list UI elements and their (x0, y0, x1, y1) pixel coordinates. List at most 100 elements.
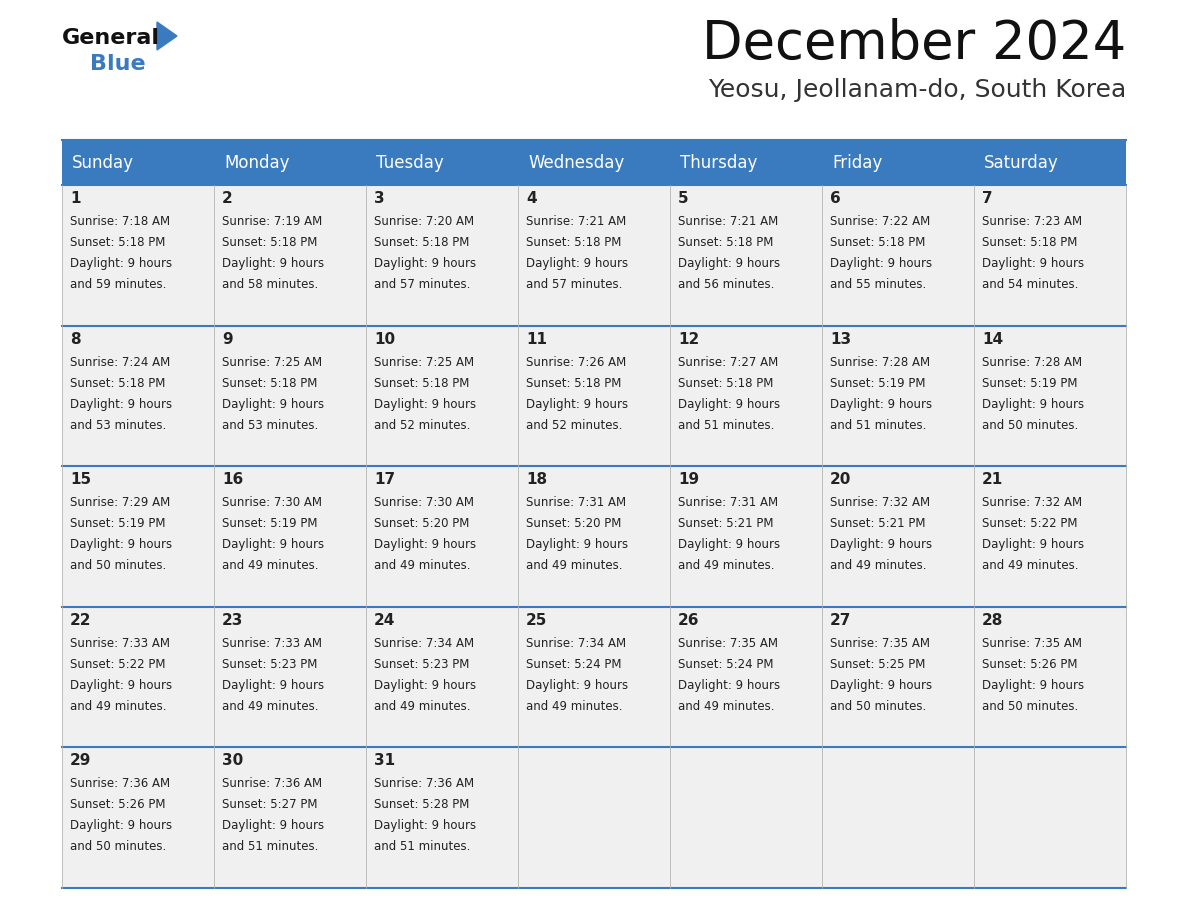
Text: and 50 minutes.: and 50 minutes. (982, 700, 1079, 712)
Text: Sunset: 5:18 PM: Sunset: 5:18 PM (830, 236, 925, 249)
Text: Sunrise: 7:35 AM: Sunrise: 7:35 AM (678, 637, 778, 650)
Bar (366, 185, 518, 326)
Bar (670, 607, 822, 747)
Bar (670, 140, 822, 185)
Text: Sunset: 5:18 PM: Sunset: 5:18 PM (526, 236, 621, 249)
Text: 29: 29 (70, 754, 91, 768)
Bar (366, 326, 518, 466)
Text: and 49 minutes.: and 49 minutes. (222, 559, 318, 572)
Text: 3: 3 (374, 191, 385, 206)
Bar (670, 747, 822, 888)
Text: Daylight: 9 hours: Daylight: 9 hours (982, 538, 1085, 551)
Text: and 50 minutes.: and 50 minutes. (70, 559, 166, 572)
Text: and 51 minutes.: and 51 minutes. (374, 840, 470, 854)
Bar (822, 326, 974, 466)
Text: Sunset: 5:21 PM: Sunset: 5:21 PM (830, 517, 925, 531)
Text: Daylight: 9 hours: Daylight: 9 hours (374, 257, 476, 270)
Text: Daylight: 9 hours: Daylight: 9 hours (830, 538, 933, 551)
Bar (974, 607, 1126, 747)
Text: and 49 minutes.: and 49 minutes. (222, 700, 318, 712)
Text: and 51 minutes.: and 51 minutes. (678, 419, 775, 431)
Text: 7: 7 (982, 191, 993, 206)
Text: 18: 18 (526, 472, 548, 487)
Text: Sunset: 5:19 PM: Sunset: 5:19 PM (70, 517, 165, 531)
Text: Daylight: 9 hours: Daylight: 9 hours (830, 678, 933, 692)
Text: Sunday: Sunday (72, 153, 134, 172)
Text: 19: 19 (678, 472, 699, 487)
Text: Tuesday: Tuesday (375, 153, 444, 172)
Text: Sunset: 5:22 PM: Sunset: 5:22 PM (982, 517, 1078, 531)
Text: and 50 minutes.: and 50 minutes. (70, 840, 166, 854)
Text: 5: 5 (678, 191, 689, 206)
Text: 14: 14 (982, 331, 1003, 347)
Text: Sunset: 5:18 PM: Sunset: 5:18 PM (70, 236, 165, 249)
Text: Daylight: 9 hours: Daylight: 9 hours (678, 397, 781, 410)
Bar (670, 326, 822, 466)
Text: Sunrise: 7:29 AM: Sunrise: 7:29 AM (70, 497, 170, 509)
Text: and 53 minutes.: and 53 minutes. (70, 419, 166, 431)
Bar (214, 185, 366, 326)
Text: and 52 minutes.: and 52 minutes. (526, 419, 623, 431)
Text: and 59 minutes.: and 59 minutes. (70, 278, 166, 291)
Bar (974, 140, 1126, 185)
Bar (62, 185, 214, 326)
Text: Sunrise: 7:26 AM: Sunrise: 7:26 AM (526, 355, 626, 369)
Text: Yeosu, Jeollanam-do, South Korea: Yeosu, Jeollanam-do, South Korea (708, 78, 1126, 102)
Bar (670, 185, 822, 326)
Text: and 58 minutes.: and 58 minutes. (222, 278, 318, 291)
Text: Friday: Friday (832, 153, 883, 172)
Text: Sunrise: 7:23 AM: Sunrise: 7:23 AM (982, 215, 1082, 228)
Bar (62, 607, 214, 747)
Text: Sunrise: 7:31 AM: Sunrise: 7:31 AM (678, 497, 778, 509)
Bar (518, 607, 670, 747)
Text: Sunrise: 7:32 AM: Sunrise: 7:32 AM (982, 497, 1082, 509)
Text: Sunset: 5:18 PM: Sunset: 5:18 PM (678, 376, 773, 389)
Bar (518, 466, 670, 607)
Text: Daylight: 9 hours: Daylight: 9 hours (374, 678, 476, 692)
Bar (822, 466, 974, 607)
Text: December 2024: December 2024 (702, 18, 1126, 70)
Bar (214, 747, 366, 888)
Bar (214, 607, 366, 747)
Bar (214, 140, 366, 185)
Text: and 50 minutes.: and 50 minutes. (982, 419, 1079, 431)
Bar (518, 185, 670, 326)
Text: and 57 minutes.: and 57 minutes. (374, 278, 470, 291)
Bar (214, 326, 366, 466)
Text: Sunrise: 7:22 AM: Sunrise: 7:22 AM (830, 215, 930, 228)
Bar (670, 466, 822, 607)
Text: and 50 minutes.: and 50 minutes. (830, 700, 927, 712)
Text: Daylight: 9 hours: Daylight: 9 hours (374, 538, 476, 551)
Text: 15: 15 (70, 472, 91, 487)
Text: Blue: Blue (90, 54, 146, 74)
Bar (366, 607, 518, 747)
Text: Daylight: 9 hours: Daylight: 9 hours (526, 397, 628, 410)
Text: Sunset: 5:23 PM: Sunset: 5:23 PM (222, 658, 317, 671)
Text: 6: 6 (830, 191, 841, 206)
Text: Daylight: 9 hours: Daylight: 9 hours (374, 397, 476, 410)
Text: Sunrise: 7:24 AM: Sunrise: 7:24 AM (70, 355, 170, 369)
Text: 2: 2 (222, 191, 233, 206)
Text: Sunset: 5:24 PM: Sunset: 5:24 PM (678, 658, 773, 671)
Text: and 56 minutes.: and 56 minutes. (678, 278, 775, 291)
Text: and 49 minutes.: and 49 minutes. (830, 559, 927, 572)
Text: Sunrise: 7:36 AM: Sunrise: 7:36 AM (70, 778, 170, 790)
Text: Sunrise: 7:21 AM: Sunrise: 7:21 AM (526, 215, 626, 228)
Text: Daylight: 9 hours: Daylight: 9 hours (374, 820, 476, 833)
Text: and 49 minutes.: and 49 minutes. (374, 559, 470, 572)
Text: Sunrise: 7:34 AM: Sunrise: 7:34 AM (526, 637, 626, 650)
Text: Sunset: 5:18 PM: Sunset: 5:18 PM (526, 376, 621, 389)
Text: Sunrise: 7:33 AM: Sunrise: 7:33 AM (70, 637, 170, 650)
Text: Sunrise: 7:27 AM: Sunrise: 7:27 AM (678, 355, 778, 369)
Bar (62, 747, 214, 888)
Text: Sunrise: 7:35 AM: Sunrise: 7:35 AM (830, 637, 930, 650)
Bar (518, 747, 670, 888)
Text: Thursday: Thursday (680, 153, 758, 172)
Text: Sunset: 5:25 PM: Sunset: 5:25 PM (830, 658, 925, 671)
Bar (974, 185, 1126, 326)
Text: and 55 minutes.: and 55 minutes. (830, 278, 927, 291)
Bar (974, 466, 1126, 607)
Text: Daylight: 9 hours: Daylight: 9 hours (982, 257, 1085, 270)
Text: Sunrise: 7:25 AM: Sunrise: 7:25 AM (222, 355, 322, 369)
Polygon shape (157, 22, 177, 50)
